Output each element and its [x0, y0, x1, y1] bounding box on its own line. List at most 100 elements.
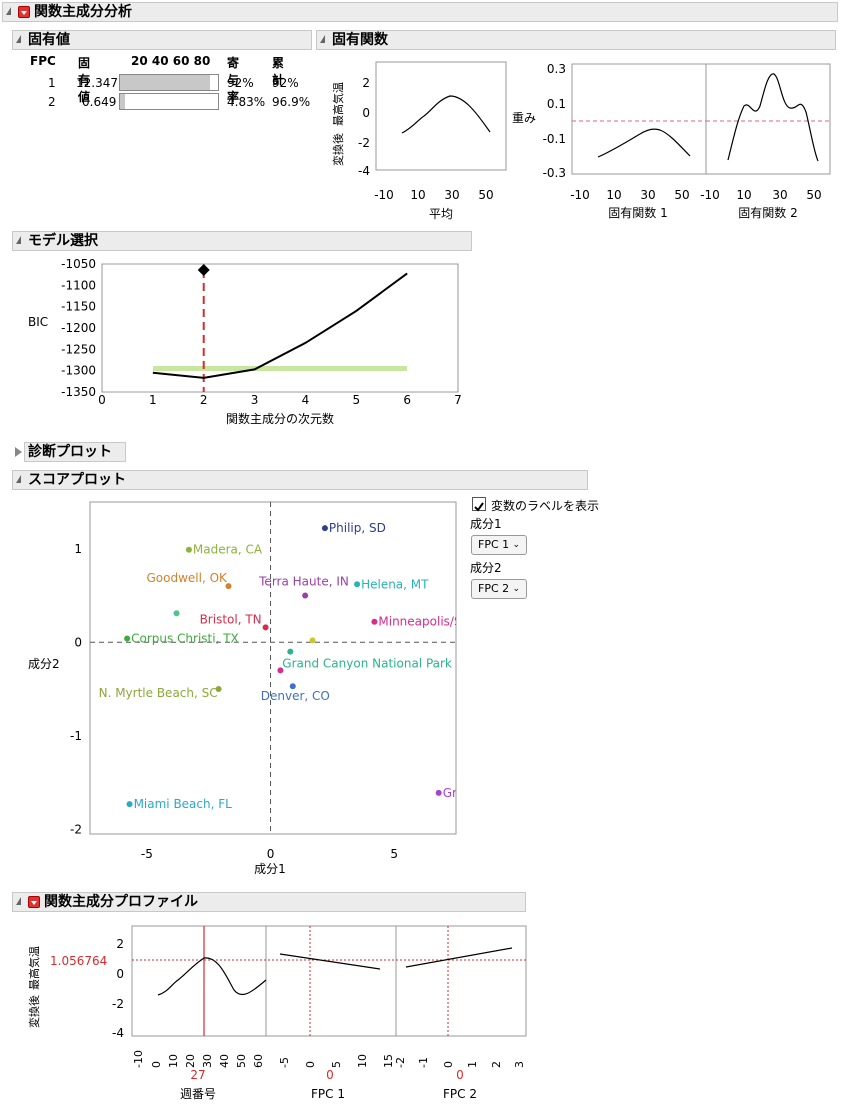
- score-point[interactable]: [287, 648, 294, 655]
- bic-xtick: 4: [302, 393, 310, 407]
- score-point-label: Bristol, TN: [200, 612, 262, 626]
- score-point[interactable]: [371, 618, 378, 625]
- f3-xtick: -2: [394, 1057, 407, 1068]
- score-point[interactable]: [126, 801, 133, 808]
- mean-xlabel: 平均: [429, 207, 453, 221]
- eigenfunctions-plots: 変換後 最高気温 2 0 -2 -4 -10 10 30 50 平均 重み 0.…: [331, 61, 831, 221]
- row1-fpc: 1: [48, 76, 56, 90]
- bic-band: [153, 366, 407, 371]
- ef1-xtick: 50: [674, 188, 689, 202]
- f1-xtick: 20: [184, 1054, 197, 1068]
- expand-triangle-icon[interactable]: [15, 447, 22, 457]
- eigenfunctions-header[interactable]: 固有関数: [316, 30, 836, 50]
- score-point[interactable]: [225, 583, 232, 590]
- score-point[interactable]: [185, 546, 192, 553]
- red-triangle-menu-icon[interactable]: [28, 896, 40, 908]
- score-point[interactable]: [277, 667, 284, 674]
- comp2-value: FPC 2: [478, 582, 510, 595]
- profiler-f3-line: [405, 947, 513, 968]
- score-point-label: Madera, CA: [193, 543, 263, 557]
- profiler-f3-value[interactable]: 0: [456, 1068, 464, 1082]
- profiler-f1-xticks: -10 0 10 20 30 40 50 60: [132, 1050, 265, 1068]
- collapse-triangle-icon[interactable]: [320, 35, 325, 43]
- comp1-label: 成分1: [470, 517, 502, 531]
- profiler-f1-value[interactable]: 27: [190, 1068, 205, 1082]
- profiler-f2-value[interactable]: 0: [326, 1068, 334, 1082]
- score-point[interactable]: [321, 525, 328, 532]
- mean-xtick: 50: [478, 188, 493, 202]
- mean-ylabel-1: 変換後: [331, 133, 345, 166]
- score-xtick: -5: [141, 847, 153, 861]
- row2-bar-frame: [119, 93, 219, 110]
- score-plot-header[interactable]: スコアプロット: [12, 470, 588, 490]
- ef2-plot-frame: [705, 63, 831, 175]
- model-selection-header[interactable]: モデル選択: [12, 231, 472, 251]
- collapse-triangle-icon[interactable]: [16, 236, 21, 244]
- bic-ylabel: BIC: [28, 315, 48, 329]
- row1-bar-frame: [119, 74, 219, 91]
- bic-ytick: -1200: [61, 321, 96, 335]
- f1-xtick: 0: [150, 1061, 163, 1068]
- score-xtick: 0: [267, 847, 275, 861]
- score-point[interactable]: [302, 592, 309, 599]
- row2-cumulative: 96.9%: [272, 95, 311, 109]
- mean-xtick: 30: [444, 188, 459, 202]
- score-point[interactable]: [262, 624, 269, 631]
- profiler-panel-3[interactable]: [395, 925, 527, 1037]
- comp2-label: 成分2: [470, 561, 502, 575]
- profiler-header[interactable]: 関数主成分プロファイル: [12, 892, 526, 912]
- comp1-select[interactable]: FPC 1 ⌄: [471, 535, 527, 555]
- score-ytick: 0: [74, 635, 82, 649]
- col-header-contribution: 寄与率: [227, 56, 240, 104]
- profiler-f1-label: 週番号: [180, 1087, 216, 1101]
- profiler-ytick: 2: [116, 937, 124, 951]
- ef-ytick: 0.3: [547, 62, 566, 76]
- score-ytick: -1: [70, 729, 82, 743]
- row2-bar: [120, 94, 125, 109]
- comp2-select[interactable]: FPC 2 ⌄: [471, 579, 527, 599]
- score-point[interactable]: [309, 637, 316, 644]
- score-point[interactable]: [435, 789, 442, 796]
- score-point[interactable]: [173, 610, 180, 617]
- score-point[interactable]: [215, 686, 222, 693]
- show-labels-checkbox[interactable]: [472, 497, 486, 512]
- score-point-label: Goodwell, OK: [146, 571, 228, 585]
- profiler-ytick: 0: [116, 967, 124, 981]
- collapse-triangle-icon[interactable]: [16, 897, 21, 905]
- collapse-triangle-icon[interactable]: [6, 7, 11, 15]
- score-ytick: -2: [70, 822, 82, 836]
- show-labels-label: 変数のラベルを表示: [491, 499, 600, 513]
- mean-xtick: 10: [410, 188, 425, 202]
- score-point[interactable]: [354, 581, 361, 588]
- score-point[interactable]: [289, 683, 296, 690]
- score-point[interactable]: [124, 635, 131, 642]
- score-point-label: Gr: [443, 786, 457, 800]
- bic-ytick: -1250: [61, 342, 96, 356]
- col-header-cumulative: 累計: [272, 56, 285, 87]
- red-triangle-menu-icon[interactable]: [18, 6, 30, 18]
- profiler-panel-2[interactable]: [265, 925, 397, 1037]
- collapse-triangle-icon[interactable]: [16, 35, 21, 43]
- bic-xtick: 7: [454, 393, 462, 407]
- score-point-label: Grand Canyon National Park: [282, 657, 452, 671]
- score-xtick: 5: [390, 847, 398, 861]
- bic-selected-marker-icon[interactable]: [197, 264, 210, 276]
- bic-ytick: -1150: [61, 300, 96, 314]
- profiler-f2-line: [279, 953, 381, 970]
- f2-xtick: -5: [278, 1057, 291, 1068]
- model-selection-title: モデル選択: [28, 233, 98, 249]
- ef2-xtick: 30: [772, 188, 787, 202]
- profiler-panel-1[interactable]: [131, 925, 267, 1037]
- profiler-ytick: -4: [112, 1026, 124, 1040]
- ef1-xlabel: 固有関数 1: [608, 205, 667, 220]
- ef2-curve: [727, 73, 819, 162]
- eigenfunctions-title: 固有関数: [332, 32, 388, 48]
- ef1-curve: [597, 128, 691, 158]
- main-header[interactable]: 関数主成分分析: [2, 2, 838, 22]
- mean-curve: [401, 95, 491, 134]
- collapse-triangle-icon[interactable]: [16, 475, 21, 483]
- diagnostic-header[interactable]: 診断プロット: [24, 442, 126, 462]
- eigenvalues-header[interactable]: 固有値: [12, 30, 312, 50]
- bic-xlabel: 関数主成分の次元数: [226, 411, 334, 426]
- mean-plot-frame: [375, 61, 507, 171]
